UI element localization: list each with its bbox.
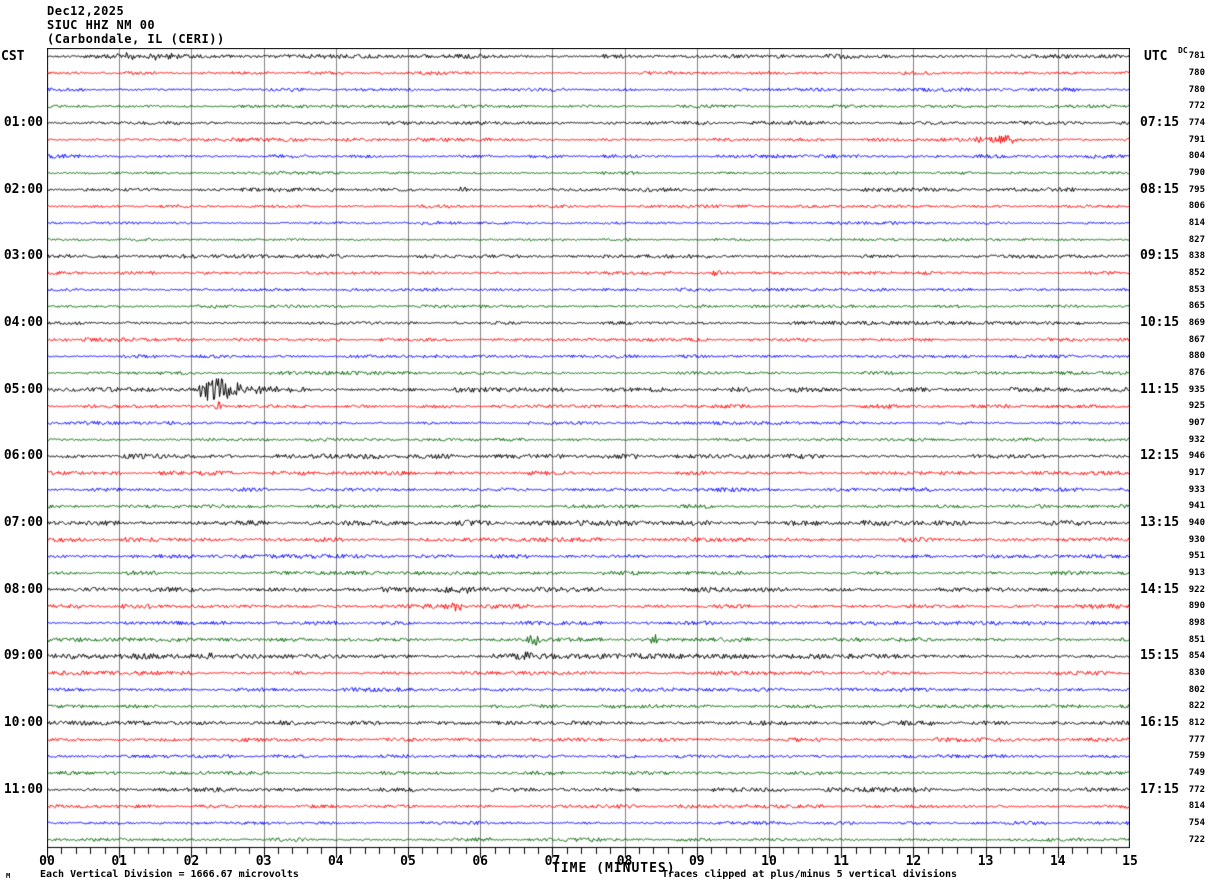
dc-value: 898 (1188, 618, 1205, 628)
x-tick-label: 02 (183, 854, 200, 869)
x-tick-label: 05 (400, 854, 416, 869)
dc-value: 869 (1188, 318, 1205, 328)
dc-value: 722 (1188, 834, 1205, 845)
x-tick-label: 10 (761, 854, 777, 869)
title-location: (Carbondale, IL (CERI)) (47, 32, 225, 46)
x-tick-label: 04 (327, 854, 344, 869)
dc-value: 925 (1188, 401, 1205, 412)
dc-value: 913 (1188, 568, 1205, 578)
hour-label-cst: 11:00 (3, 781, 43, 797)
hour-label-cst: 06:00 (3, 448, 43, 464)
dc-value: 814 (1188, 801, 1205, 812)
dc-value: 867 (1188, 334, 1205, 345)
dc-value: 838 (1188, 251, 1205, 262)
hour-label-cst: 09:00 (3, 648, 43, 664)
right-axis-header-utc: UTC (1144, 49, 1168, 64)
dc-column-header: DC (1178, 46, 1188, 55)
dc-value: 754 (1188, 818, 1205, 828)
dc-value: 933 (1188, 484, 1205, 495)
footer-left-note: Each Vertical Division = 1666.67 microvo… (40, 869, 299, 880)
x-tick-label: 00 (39, 854, 55, 869)
dc-value: 759 (1188, 751, 1205, 762)
x-tick-label: 07 (544, 854, 561, 869)
hour-label-utc: 08:15 (1140, 181, 1180, 197)
title-station: SIUC HHZ NM 00 (47, 18, 156, 32)
hour-label-cst: 03:00 (3, 248, 43, 264)
x-tick-label: 11 (833, 854, 850, 869)
hour-label-utc: 11:15 (1140, 381, 1180, 397)
title-date: Dec12,2025 (47, 4, 125, 18)
hour-label-cst: 02:00 (3, 181, 43, 197)
dc-value: 935 (1188, 384, 1205, 395)
x-tick-label: 01 (111, 854, 128, 869)
hour-label-utc: 12:15 (1140, 448, 1180, 464)
dc-value: 780 (1188, 84, 1205, 95)
dc-value: 777 (1188, 734, 1205, 745)
left-axis-header-cst: CST (1, 49, 25, 64)
dc-value: 802 (1188, 684, 1205, 695)
dc-value: 806 (1188, 201, 1205, 212)
dc-value: 772 (1188, 784, 1205, 795)
hour-label-utc: 16:15 (1140, 715, 1180, 730)
dc-value: 812 (1188, 718, 1205, 728)
hour-label-cst: 10:00 (3, 715, 43, 730)
hour-label-cst: 07:00 (3, 515, 43, 530)
hour-label-cst: 01:00 (3, 115, 43, 130)
footer-right-note: Traces clipped at plus/minus 5 vertical … (662, 869, 958, 880)
hour-label-utc: 10:15 (1140, 315, 1180, 330)
dc-value: 876 (1188, 368, 1205, 378)
hour-label-utc: 09:15 (1140, 248, 1180, 264)
dc-value: 774 (1188, 118, 1205, 128)
seismogram-canvas (47, 48, 1130, 862)
dc-value: 830 (1188, 668, 1205, 678)
hour-label-cst: 08:00 (3, 581, 43, 597)
x-tick-label: 14 (1049, 854, 1066, 869)
dc-value: 951 (1188, 551, 1205, 562)
dc-value: 930 (1188, 534, 1205, 545)
x-tick-label: 13 (977, 854, 994, 869)
corner-mark: M (6, 872, 11, 880)
dc-value: 827 (1188, 234, 1205, 245)
hour-label-utc: 07:15 (1140, 115, 1180, 130)
dc-value: 822 (1188, 701, 1205, 712)
x-tick-label: 03 (255, 854, 272, 869)
dc-value: 917 (1188, 468, 1205, 478)
hour-label-cst: 04:00 (3, 315, 43, 330)
dc-value: 780 (1188, 68, 1205, 78)
hour-label-utc: 17:15 (1140, 781, 1180, 797)
dc-value: 907 (1188, 418, 1205, 428)
dc-value: 853 (1188, 284, 1205, 295)
dc-value: 852 (1188, 268, 1205, 278)
dc-value: 851 (1188, 634, 1205, 645)
hour-label-cst: 05:00 (3, 381, 43, 397)
dc-value: 941 (1188, 501, 1205, 512)
dc-value: 940 (1188, 518, 1205, 528)
dc-value: 922 (1188, 584, 1205, 595)
dc-value: 854 (1188, 651, 1205, 662)
dc-value: 772 (1188, 101, 1205, 112)
dc-value: 814 (1188, 218, 1205, 228)
dc-value: 932 (1188, 434, 1205, 445)
x-axis-title: TIME (MINUTES) (552, 861, 676, 876)
dc-value: 749 (1188, 768, 1205, 778)
dc-value: 781 (1188, 51, 1205, 62)
dc-value: 791 (1188, 134, 1205, 145)
x-tick-label: 12 (905, 854, 922, 869)
dc-value: 890 (1188, 601, 1205, 612)
hour-label-utc: 14:15 (1140, 581, 1180, 597)
dc-value: 865 (1188, 301, 1205, 312)
hour-label-utc: 15:15 (1140, 648, 1180, 664)
dc-value: 795 (1188, 184, 1205, 195)
x-tick-label: 15 (1122, 854, 1138, 869)
dc-value: 790 (1188, 168, 1205, 178)
x-tick-label: 09 (688, 854, 705, 869)
dc-value: 880 (1188, 351, 1205, 362)
dc-value: 946 (1188, 451, 1205, 462)
hour-label-utc: 13:15 (1140, 515, 1180, 530)
x-tick-label: 08 (616, 854, 633, 869)
dc-value: 804 (1188, 151, 1205, 162)
x-tick-label: 06 (472, 854, 489, 869)
